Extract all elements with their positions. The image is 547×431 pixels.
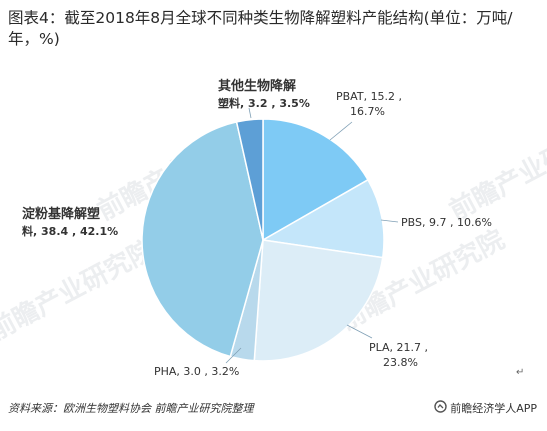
data-label-其他生物降解塑料: 其他生物降解塑料, 3.2 , 3.5% <box>218 78 310 110</box>
pie-slice-PBS <box>260 178 385 259</box>
pie-slice-其他生物降解塑料 <box>235 118 264 241</box>
leader-line <box>248 107 252 119</box>
data-label-PBAT: PBAT, 15.2 , 16.7% <box>336 90 402 118</box>
leader-line <box>225 347 242 364</box>
data-label-PLA: PLA, 21.7 , 23.8% <box>369 341 428 369</box>
return-mark: ↵ <box>516 367 525 378</box>
brand-name: 前瞻经济学人APP <box>450 402 537 415</box>
brand-logo-icon <box>434 400 447 416</box>
data-label-PHA: PHA, 3.0 , 3.2% <box>154 365 239 378</box>
data-label-淀粉基降解塑料: 淀粉基降解塑料, 38.4 , 42.1% <box>22 206 118 238</box>
pie-slice-淀粉基降解塑料 <box>141 121 264 358</box>
chart-title: 图表4：截至2018年8月全球不同种类生物降解塑料产能结构(单位：万吨/年，%) <box>8 9 513 48</box>
leader-line <box>346 324 373 339</box>
pie-slice-PLA <box>253 239 384 362</box>
brand-credit: 前瞻经济学人APP <box>434 400 537 416</box>
pie-slice-PBAT <box>262 118 370 242</box>
leader-line <box>329 121 353 141</box>
source-note: 资料来源：欧洲生物塑料协会 前瞻产业研究院整理 <box>8 402 254 415</box>
data-label-PBS: PBS, 9.7 , 10.6% <box>401 216 492 229</box>
leader-line <box>380 219 399 223</box>
